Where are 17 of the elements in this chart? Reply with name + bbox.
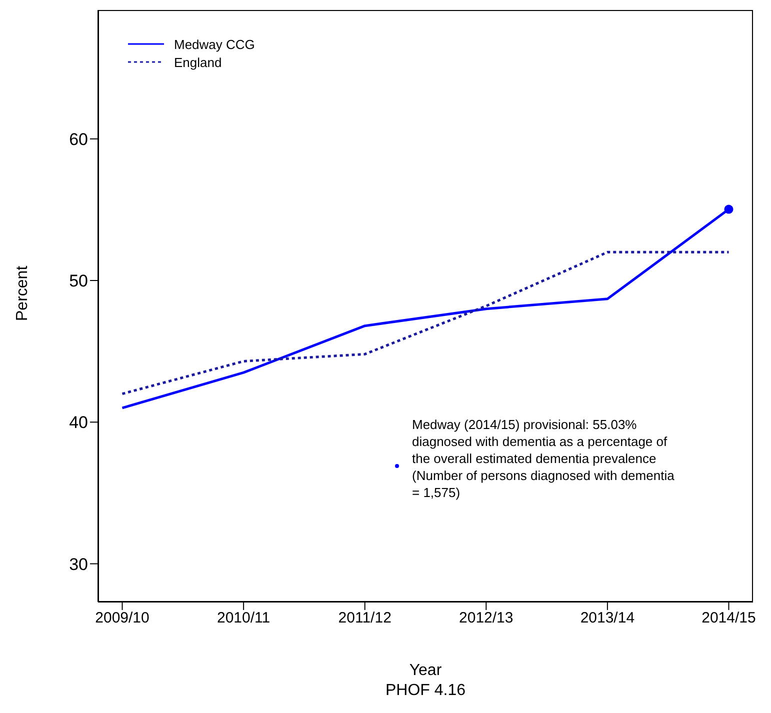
line-series bbox=[121, 250, 730, 396]
legend-label: Medway CCG bbox=[174, 36, 255, 52]
x-tick-label: 2014/15 bbox=[702, 610, 756, 627]
legend-label: England bbox=[174, 54, 222, 70]
annotation: Medway (2014/15) provisional: 55.03% diagnosed with dementia as a percentage of the overall estimated dementia prevalence (Number of persons diagnosed with dementia = 1,575) bbox=[412, 416, 676, 501]
x-tick-label: 2010/11 bbox=[217, 610, 270, 627]
y-axis-title: Percent bbox=[14, 266, 32, 321]
x-tick-label: 2012/13 bbox=[459, 610, 514, 627]
y-tick-label: 30 bbox=[69, 554, 88, 574]
y-tick-label: 40 bbox=[69, 413, 88, 432]
text: PHOF 4.16 bbox=[384, 682, 467, 700]
x-tick-label: 2009/10 bbox=[95, 610, 150, 627]
x-tick-label: 2013/14 bbox=[580, 610, 635, 627]
x-axis-title: Year bbox=[408, 662, 443, 680]
y-tick-label: 50 bbox=[69, 272, 88, 291]
y-tick-label: 60 bbox=[69, 130, 88, 149]
x-tick-label: 2011/12 bbox=[338, 610, 392, 627]
